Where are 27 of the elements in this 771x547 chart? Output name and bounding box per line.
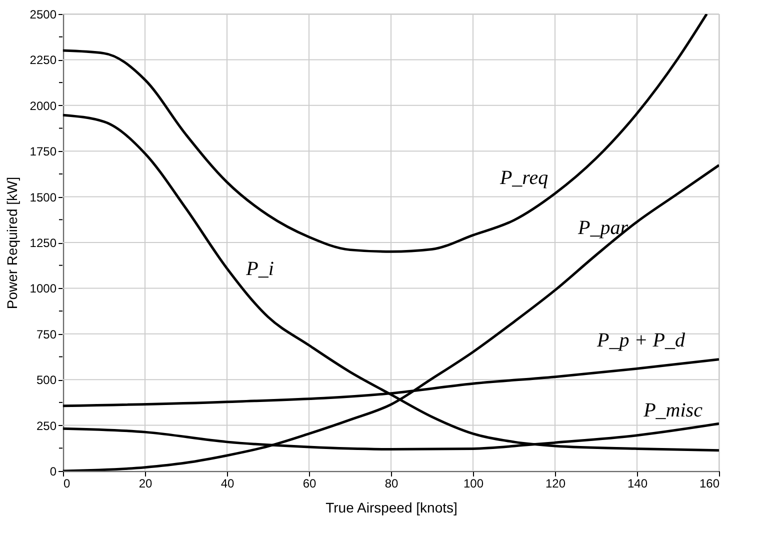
- annotation: P_req: [498, 167, 548, 190]
- y-tick-label: 2250: [30, 53, 57, 68]
- y-tick-label: 250: [36, 418, 57, 433]
- y-tick-label: 2000: [30, 98, 57, 113]
- x-axis-title: True Airspeed [knots]: [326, 500, 458, 516]
- y-axis-title: Power Required [kW]: [4, 176, 20, 310]
- x-tick-label: 140: [627, 476, 648, 490]
- x-tick-label: 60: [302, 476, 316, 490]
- y-tick-label: 500: [36, 373, 57, 388]
- x-tick-label: 80: [384, 476, 398, 490]
- x-tick-label: 40: [220, 476, 234, 490]
- y-tick-label: 1500: [30, 190, 57, 204]
- x-tick-label: 160: [699, 476, 720, 490]
- y-tick-label: 1250: [30, 236, 57, 250]
- annotation: P_p + P_d: [596, 330, 686, 352]
- y-tick-label: 750: [36, 327, 57, 342]
- y-tick-label: 1000: [30, 282, 57, 296]
- annotation: P_i: [245, 258, 274, 280]
- annotation: P_misc: [642, 399, 703, 422]
- y-tick-label: 0: [50, 464, 57, 478]
- x-tick-label: 100: [463, 476, 484, 490]
- x-tick-label: 120: [545, 476, 566, 490]
- y-tick-label: 2500: [30, 8, 57, 22]
- annotation: P_par: [577, 217, 628, 240]
- x-tick-label: 20: [138, 476, 152, 490]
- x-tick-label: 0: [64, 476, 70, 490]
- y-tick-label: 1750: [30, 144, 57, 159]
